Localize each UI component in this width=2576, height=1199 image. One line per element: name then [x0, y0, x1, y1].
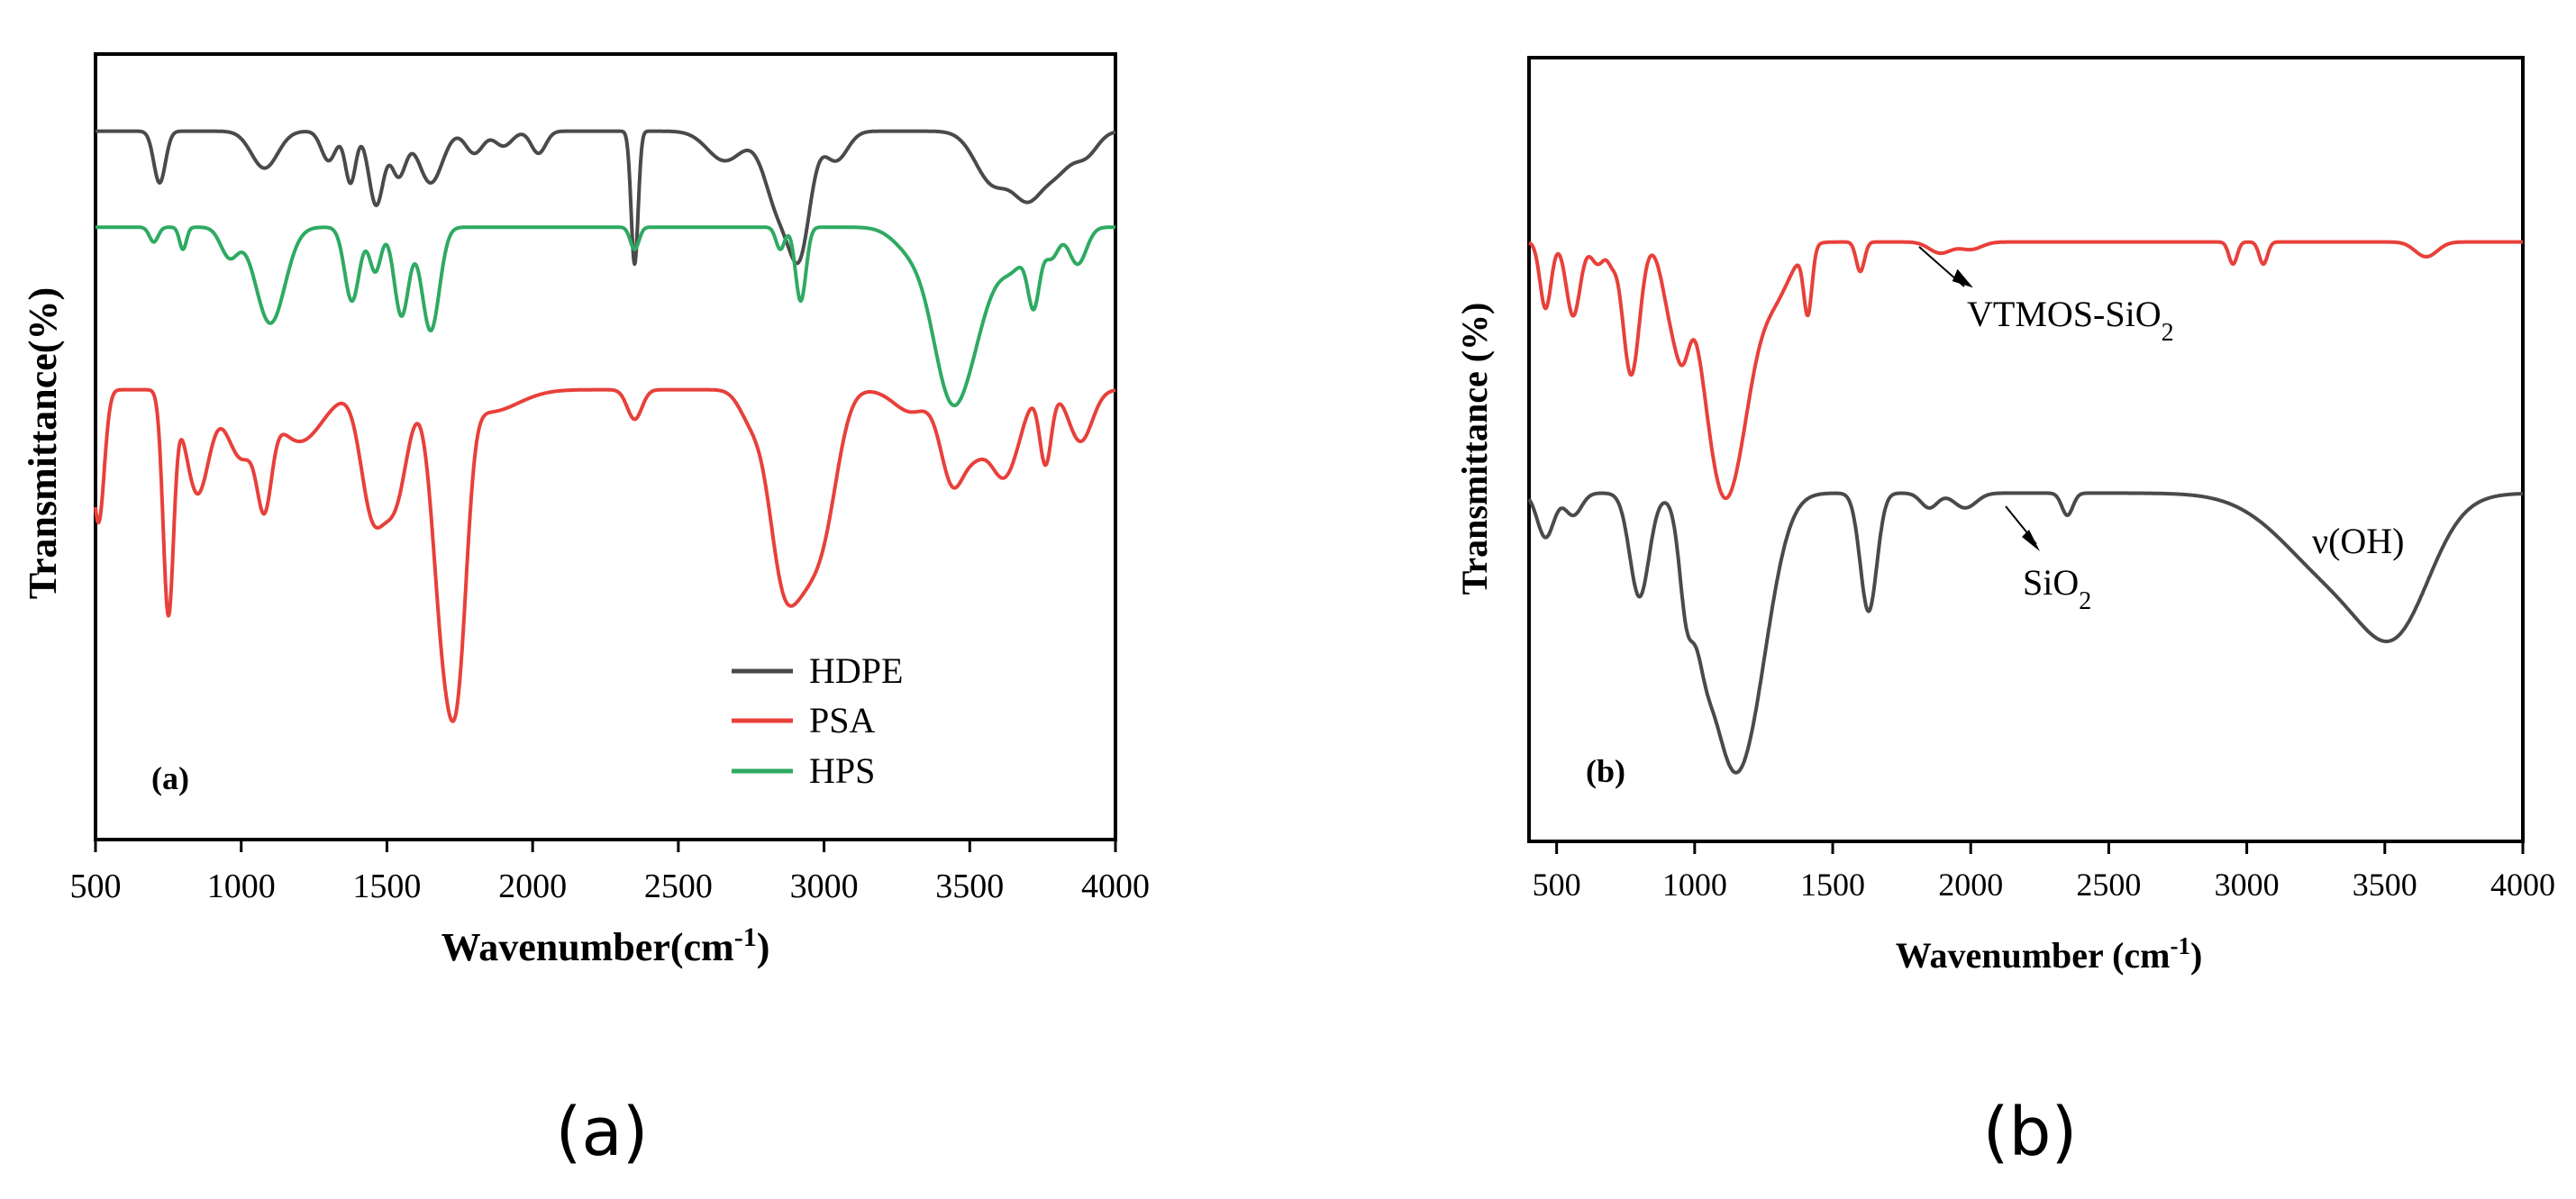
chart-a-y-label: Transmittance(%): [21, 287, 65, 599]
chart-b-x-tick-label-500: 500: [1533, 867, 1581, 903]
series-line-hps: [94, 225, 1117, 408]
chart-b-x-tick-label-3500: 3500: [2353, 867, 2417, 903]
chart-a-x-tick-label-3000: 3000: [790, 867, 859, 905]
annotation-vtmos-sub: 2: [2162, 319, 2174, 347]
chart-b-series-layer: [1527, 240, 2525, 775]
chart-a-series-layer: [94, 129, 1117, 723]
chart-a: 500 1000 1500 2000 2500 3000 3500 4000 Wavenumb…: [21, 52, 1150, 970]
series-line-vtmos-sio2: [1527, 240, 2525, 501]
chart-a-panel-label: (a): [151, 760, 189, 796]
chart-a-legend: HDPE PSA HPS: [732, 650, 903, 791]
chart-b-x-tick-label-2000: 2000: [1938, 867, 2003, 903]
annotation-sio2-text: SiO: [2023, 562, 2079, 603]
caption-b: (b): [1983, 1094, 2078, 1171]
chart-a-x-tick-label-2000: 2000: [498, 867, 567, 905]
legend-hps-label: HPS: [809, 750, 875, 791]
chart-b-x-ticks: 500 1000 1500 2000 2500 3000 3500 4000: [1533, 841, 2555, 903]
chart-a-x-label: Wavenumber(cm-1): [441, 922, 770, 970]
series-line-hdpe: [94, 129, 1117, 267]
annotation-vtmos-arrowhead: [1952, 268, 1973, 288]
chart-a-plot-frame: [94, 52, 1117, 841]
legend-psa-label: PSA: [809, 700, 875, 740]
legend-hdpe-label: HDPE: [809, 650, 903, 691]
chart-a-x-tick-label-1500: 1500: [352, 867, 421, 905]
annotation-vtmos-text: VTMOS-SiO: [1967, 294, 2162, 334]
chart-b-x-label-sup: -1: [2170, 932, 2190, 959]
annotation-sio2-label: SiO2: [2023, 562, 2091, 615]
caption-a: (a): [555, 1094, 648, 1171]
chart-b-x-label-text: Wavenumber (cm: [1896, 935, 2171, 976]
chart-b-x-tick-label-4000: 4000: [2490, 867, 2555, 903]
annotation-sio2: SiO2: [2005, 505, 2091, 615]
annotation-vtmos: VTMOS-SiO2: [1918, 246, 2174, 347]
annotation-vtmos-label: VTMOS-SiO2: [1967, 294, 2174, 347]
annotation-sio2-sub: 2: [2079, 587, 2091, 615]
series-line-sio2: [1527, 491, 2525, 775]
chart-a-x-label-sup: -1: [734, 922, 757, 952]
chart-b-x-tick-label-1500: 1500: [1800, 867, 1865, 903]
chart-a-x-tick-label-3500: 3500: [935, 867, 1004, 905]
chart-b-plot-frame: [1527, 56, 2525, 843]
chart-b-x-tick-label-2500: 2500: [2076, 867, 2141, 903]
chart-a-x-tick-label-1000: 1000: [207, 867, 276, 905]
chart-b-x-label-end: ): [2190, 935, 2202, 976]
chart-a-x-ticks: 500 1000 1500 2000 2500 3000 3500 4000: [70, 840, 1150, 905]
chart-a-x-tick-label-4000: 4000: [1081, 867, 1150, 905]
chart-b-y-label: Transmittance (%): [1454, 303, 1495, 595]
series-line-psa: [94, 387, 1117, 723]
chart-b: 500 1000 1500 2000 2500 3000 3500 4000 Wavenumb…: [1454, 56, 2555, 976]
chart-b-x-label: Wavenumber (cm-1): [1896, 932, 2203, 976]
chart-b-x-tick-label-3000: 3000: [2215, 867, 2280, 903]
chart-b-x-tick-label-1000: 1000: [1662, 867, 1727, 903]
chart-a-x-tick-label-2500: 2500: [644, 867, 713, 905]
chart-a-x-tick-label-500: 500: [70, 867, 122, 905]
annotation-voh-label: ν(OH): [2312, 521, 2405, 561]
chart-a-x-label-end: ): [757, 925, 770, 969]
chart-b-panel-label: (b): [1586, 753, 1625, 789]
annotation-sio2-arrowhead: [2022, 530, 2040, 551]
chart-a-x-label-text: Wavenumber(cm: [441, 925, 734, 969]
